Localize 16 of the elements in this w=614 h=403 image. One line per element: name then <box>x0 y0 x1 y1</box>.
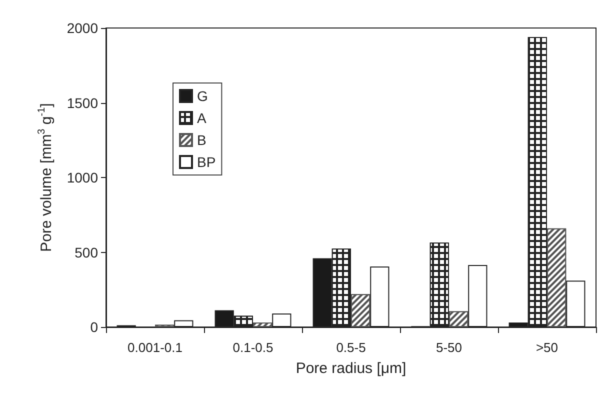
legend-label: BP <box>197 154 216 170</box>
x-tick-label: 5-50 <box>436 340 462 355</box>
legend-label: B <box>197 132 206 148</box>
y-axis-title: Pore volume [mm3 g-1] <box>36 103 55 252</box>
x-tick-label: 0.1-0.5 <box>232 340 274 355</box>
y-tick-label: 1500 <box>66 94 98 111</box>
legend-label: G <box>197 88 208 104</box>
y-tick-label: 0 <box>90 319 98 335</box>
y-tick-label: 2000 <box>66 20 98 36</box>
x-axis-title: Pore radius [μm] <box>296 360 406 377</box>
x-tick-label: 0.001-0.1 <box>128 340 182 355</box>
legend-label: A <box>197 110 207 126</box>
x-tick-label: >50 <box>536 340 558 355</box>
y-tick-label: 1000 <box>66 170 98 186</box>
y-tick-label: 500 <box>74 244 98 260</box>
x-tick-label: 0.5-5 <box>336 340 366 355</box>
